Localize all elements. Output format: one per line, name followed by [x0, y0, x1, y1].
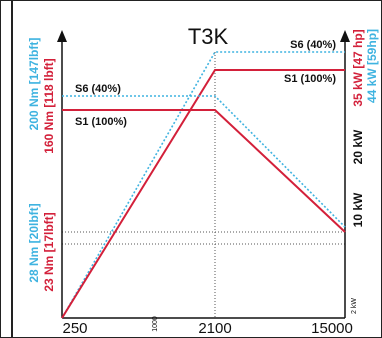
- y-right-label-20kw: 20 kW: [351, 129, 365, 164]
- label-s6-power: S6 (40%): [290, 39, 336, 51]
- x-tick-250: 250: [62, 320, 87, 337]
- series-line-s6-power: [61, 51, 345, 319]
- series-line-s1-power: [61, 69, 345, 319]
- y-left-label-s1-end: 23 Nm [17lbft]: [42, 212, 56, 291]
- label-s6-torque: S6 (40%): [75, 83, 121, 95]
- label-s1-power: S1 (100%): [284, 73, 336, 85]
- y-right-label-2kw: 2 kW: [351, 298, 358, 314]
- y-left-label-s1-max: 160 Nm [118 lbft]: [42, 58, 56, 153]
- y-axis-left-arrow: [57, 30, 67, 42]
- chart-title: T3K: [188, 24, 229, 49]
- label-s1-torque: S1 (100%): [75, 116, 127, 128]
- x-tick-15000: 15000: [311, 320, 353, 337]
- y-axis-right-arrow: [340, 30, 350, 42]
- y-left-label-s6-end: 28 Nm [20lbft]: [27, 203, 41, 282]
- x-tick-1000: 1000: [152, 316, 159, 332]
- series-layer: [61, 51, 346, 319]
- x-tick-2100: 2100: [198, 320, 231, 337]
- series-line-s1-torque: [62, 109, 346, 233]
- series-line-s6-torque: [62, 95, 346, 228]
- y-right-label-s1-kw: 35 kW [47 hp]: [351, 29, 365, 106]
- y-right-label-10kw: 10 kW: [351, 192, 365, 227]
- y-right-label-s6-kw: 44 kW [59hp]: [365, 29, 379, 103]
- y-left-label-s6-max: 200 Nm [147lbft]: [27, 38, 41, 131]
